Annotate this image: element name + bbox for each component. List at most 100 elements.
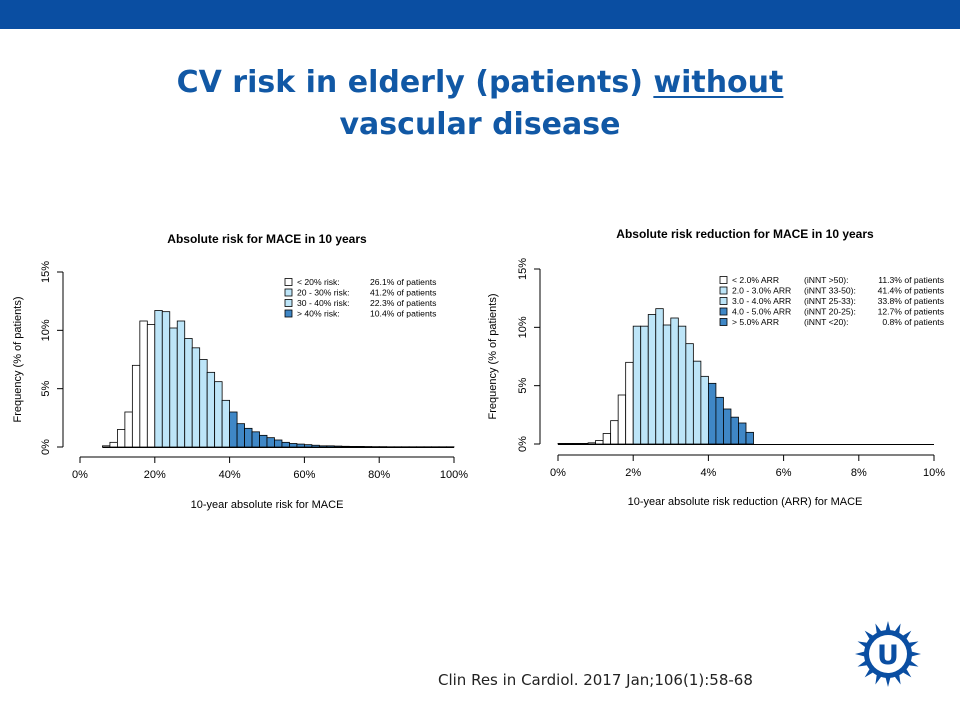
histogram-bar (199, 359, 208, 448)
histogram-bar (655, 308, 664, 445)
histogram-bar (214, 381, 223, 448)
histogram-bar (610, 420, 619, 445)
legend-percent: 22.3% of patients (370, 298, 436, 308)
x-tick-label: 10% (923, 467, 945, 479)
legend-label: 30 - 40% risk: (297, 298, 350, 308)
legend-swatch (284, 299, 293, 307)
y-tick-label: 0% (517, 436, 529, 452)
legend-swatch (719, 276, 728, 284)
legend-percent: 33.8% of patients (878, 296, 944, 306)
histogram-bar (707, 382, 717, 445)
histogram-bar (341, 445, 350, 448)
histogram-bar (625, 361, 634, 445)
legend-label: 4.0 - 5.0% ARR (732, 307, 791, 317)
top-banner (0, 0, 960, 29)
y-axis-label: Frequency (% of patients) (12, 297, 24, 423)
histogram-bar (281, 441, 290, 448)
logo-spike (855, 651, 867, 657)
histogram-bar (723, 408, 732, 445)
legend-swatch (719, 318, 728, 326)
logo-spike (857, 659, 869, 667)
legend-percent: 0.8% of patients (882, 317, 944, 327)
logo-letter: U (877, 640, 899, 671)
histogram-bar (565, 443, 574, 445)
histogram-bar (730, 416, 739, 445)
histogram-bar (124, 411, 133, 448)
logo-inner-circle (869, 635, 907, 673)
histogram-bar (274, 439, 283, 448)
histogram-bar (662, 324, 672, 445)
legend-label: < 2.0% ARR (732, 275, 779, 285)
title-line1: CV risk in elderly (patients) (176, 65, 654, 100)
logo-spike (893, 623, 901, 635)
histogram-bar (326, 445, 335, 448)
histogram-bar (356, 446, 365, 448)
histogram-bar (184, 338, 193, 448)
legend-label: > 5.0% ARR (732, 317, 779, 327)
histogram-bar (647, 314, 657, 445)
x-axis-label: 10-year absolute risk for MACE (191, 499, 344, 511)
logo-spike (885, 621, 891, 633)
title-line2: vascular disease (339, 107, 621, 142)
histogram-bar (700, 375, 709, 445)
histogram-bar (670, 317, 679, 445)
x-tick-label: 80% (368, 469, 390, 481)
risk-reduction-chart: Absolute risk reduction for MACE in 10 y… (487, 227, 945, 508)
absolute-risk-chart: Absolute risk for MACE in 10 years 0% 20% 4… (12, 232, 468, 511)
histogram-bar (296, 443, 305, 448)
logo-spike (864, 667, 875, 678)
legend-swatch (284, 309, 293, 318)
histogram-bar (139, 320, 148, 448)
histogram-bar (251, 431, 260, 448)
legend-nnt: (iNNT >50): (804, 275, 849, 285)
y-tick-label: 5% (517, 378, 529, 394)
legend-label: 2.0 - 3.0% ARR (732, 286, 791, 296)
histogram-bar (602, 433, 612, 445)
histogram-bar (715, 396, 724, 445)
logo-spike (901, 630, 912, 641)
histogram-bar (685, 343, 694, 445)
histogram-bar (169, 327, 178, 448)
legend-label: > 40% risk: (297, 309, 340, 319)
logo-spike (893, 673, 901, 685)
histogram-bar (572, 443, 581, 445)
histogram-bar (745, 431, 754, 445)
histogram-bar (259, 434, 268, 448)
legend-swatch (719, 286, 728, 295)
histogram-bar (131, 364, 141, 448)
histogram-bar (229, 411, 238, 448)
histogram-bar (333, 445, 343, 448)
x-tick-label: 40% (219, 469, 241, 481)
logo-spike (909, 651, 921, 657)
y-tick-label: 15% (40, 261, 52, 283)
histogram-bar (244, 427, 253, 448)
histogram-bar (640, 325, 649, 445)
legend-swatch (284, 288, 293, 297)
logo-spike (885, 675, 891, 687)
x-tick-label: 20% (144, 469, 166, 481)
legend-nnt: (iNNT 33-50): (804, 286, 856, 296)
logo-spike (907, 659, 919, 667)
y-tick-label: 10% (40, 319, 52, 341)
legend-nnt: (iNNT <20): (804, 317, 849, 327)
legend-percent: 10.4% of patients (370, 309, 436, 319)
university-logo: U (855, 621, 921, 687)
legend-percent: 12.7% of patients (878, 307, 944, 317)
histogram-bar (595, 440, 604, 445)
y-tick-label: 5% (40, 381, 52, 397)
histogram-bar (161, 311, 171, 448)
x-tick-label: 4% (700, 467, 716, 479)
legend-nnt: (iNNT 20-25): (804, 307, 856, 317)
logo-spike (875, 623, 883, 635)
logo-spike (864, 630, 875, 641)
legend-swatch (284, 278, 293, 286)
x-tick-label: 0% (72, 469, 88, 481)
histogram-bar (117, 429, 126, 448)
histogram-bar (154, 310, 163, 448)
histogram-bar (191, 347, 201, 448)
histogram-bar (348, 446, 358, 448)
legend-label: 3.0 - 4.0% ARR (732, 296, 791, 306)
histogram-bar (102, 445, 111, 448)
x-tick-label: 60% (293, 469, 315, 481)
citation: Clin Res in Cardiol. 2017 Jan;106(1):58-… (438, 671, 753, 689)
